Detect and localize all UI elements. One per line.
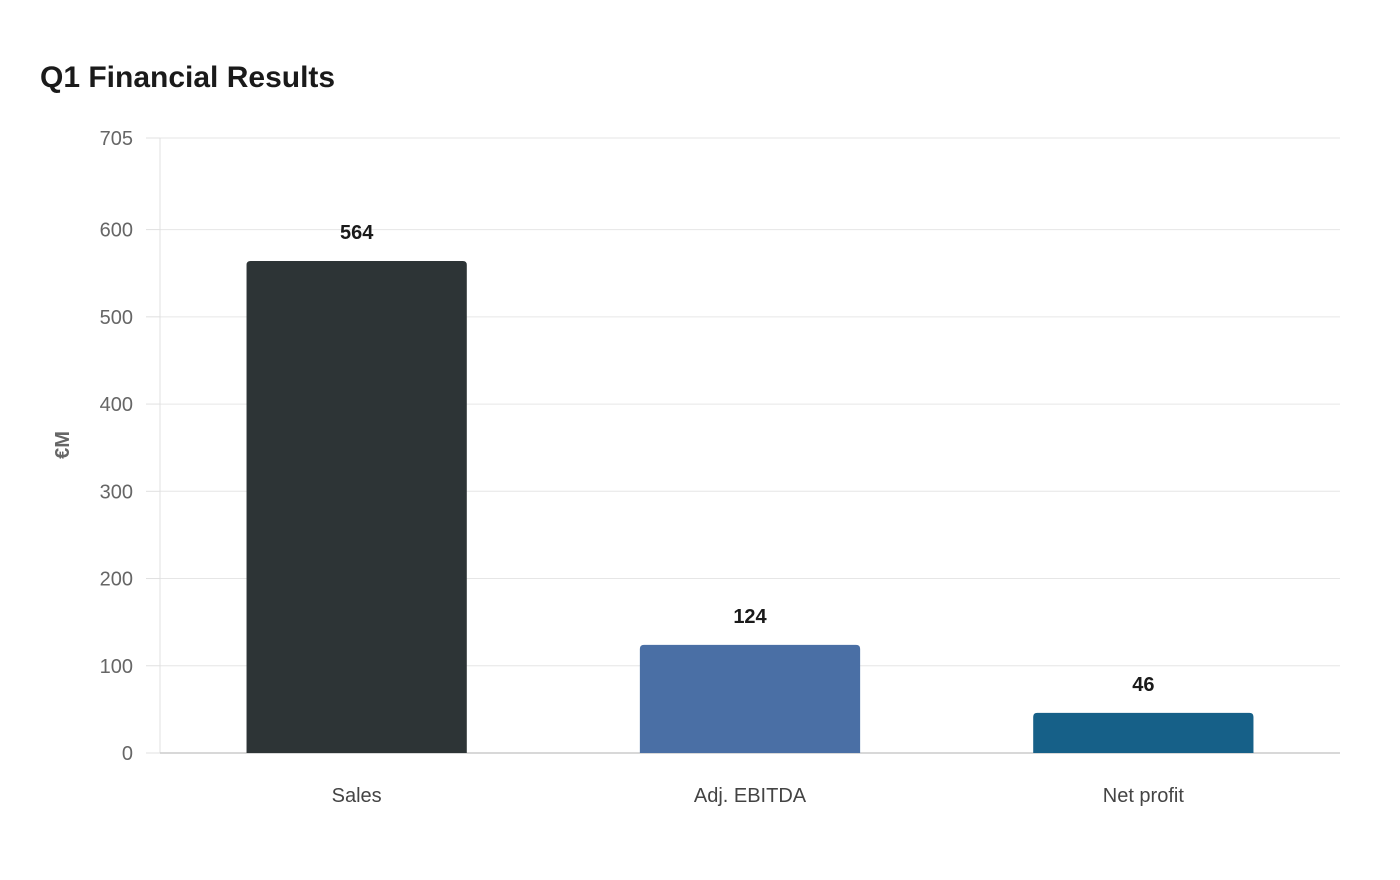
bar-sales <box>246 261 467 753</box>
y-tick-label: 200 <box>100 569 133 591</box>
y-tick-label: 0 <box>122 743 133 765</box>
data-label: 564 <box>340 222 374 244</box>
chart-title: Q1 Financial Results <box>40 61 336 94</box>
labels: 0 100 200 300 400 500 600 705 €M 564 Sales 124 Adj. … <box>52 128 1184 807</box>
bar-adj-ebitda <box>639 644 861 753</box>
y-tick-label: 100 <box>100 656 133 678</box>
y-tick-label: 400 <box>100 394 133 416</box>
bar-net-profit <box>1033 712 1254 753</box>
y-tick-label: 300 <box>100 481 133 503</box>
y-tick-label: 600 <box>100 220 133 242</box>
x-category-label: Net profit <box>1103 785 1185 807</box>
data-label: 46 <box>1132 674 1154 696</box>
y-axis-title: €M <box>52 431 74 459</box>
data-label: 124 <box>733 606 767 628</box>
x-category-label: Adj. EBITDA <box>694 785 807 807</box>
x-category-label: Sales <box>332 785 382 807</box>
bars <box>246 261 1254 753</box>
y-tick-label: 705 <box>100 128 133 150</box>
y-tick-label: 500 <box>100 307 133 329</box>
